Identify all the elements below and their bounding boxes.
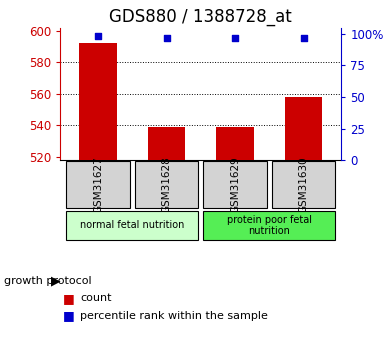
Bar bbox=[216, 127, 254, 160]
Text: protein poor fetal
nutrition: protein poor fetal nutrition bbox=[227, 215, 312, 236]
FancyBboxPatch shape bbox=[272, 161, 335, 208]
Text: growth protocol: growth protocol bbox=[4, 276, 92, 286]
Text: GSM31627: GSM31627 bbox=[93, 156, 103, 213]
Text: ▶: ▶ bbox=[51, 275, 60, 288]
Point bbox=[300, 35, 307, 40]
Point bbox=[163, 35, 170, 40]
FancyBboxPatch shape bbox=[66, 161, 130, 208]
Text: GSM31628: GSM31628 bbox=[161, 156, 172, 213]
Text: GSM31630: GSM31630 bbox=[299, 156, 308, 213]
Text: normal fetal nutrition: normal fetal nutrition bbox=[80, 220, 184, 230]
Text: GSM31629: GSM31629 bbox=[230, 156, 240, 213]
Text: ■: ■ bbox=[62, 309, 74, 322]
Text: percentile rank within the sample: percentile rank within the sample bbox=[80, 311, 268, 321]
Title: GDS880 / 1388728_at: GDS880 / 1388728_at bbox=[110, 8, 292, 26]
Text: ■: ■ bbox=[62, 292, 74, 305]
FancyBboxPatch shape bbox=[203, 161, 267, 208]
Point bbox=[232, 35, 238, 40]
Point bbox=[95, 34, 101, 39]
FancyBboxPatch shape bbox=[203, 210, 335, 240]
Bar bbox=[148, 127, 185, 160]
Bar bbox=[79, 43, 117, 160]
FancyBboxPatch shape bbox=[66, 210, 199, 240]
FancyBboxPatch shape bbox=[135, 161, 199, 208]
Bar bbox=[285, 97, 323, 160]
Text: count: count bbox=[80, 294, 112, 303]
